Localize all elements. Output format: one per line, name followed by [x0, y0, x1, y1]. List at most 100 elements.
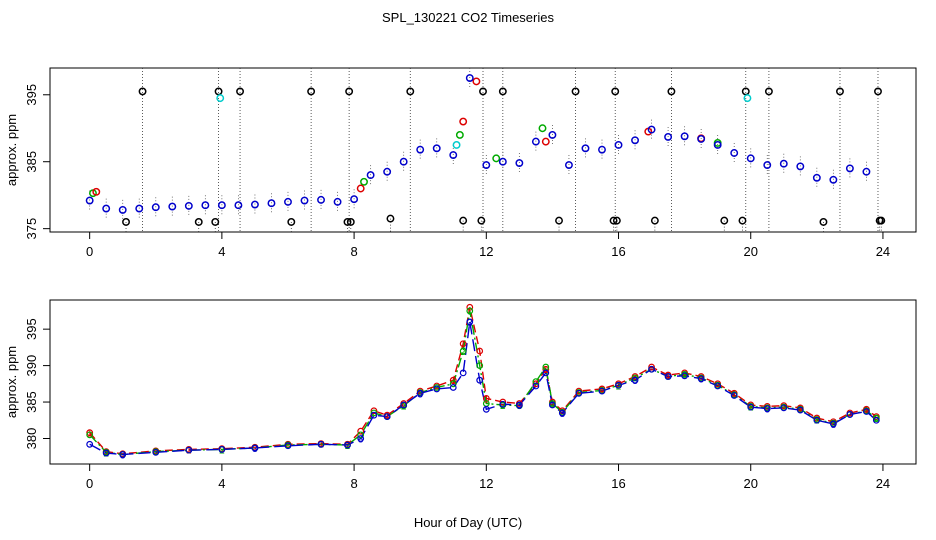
bottom-point-3: [218, 446, 226, 453]
top-y-tick-label: 395: [24, 84, 39, 106]
bottom-point-label: 3: [252, 444, 258, 455]
bottom-point-label: 1: [87, 429, 93, 440]
bottom-point-3: [747, 403, 755, 411]
top-point-blue: [366, 171, 375, 180]
bottom-point-label: 1: [599, 385, 605, 396]
top-point-blue: [300, 196, 309, 205]
top-point-cyan: [216, 94, 225, 103]
bottom-point-3: [102, 449, 110, 457]
bottom-point-3: [846, 411, 854, 418]
bottom-point-label: 2: [874, 414, 880, 425]
bottom-point-2: [872, 414, 880, 422]
bottom-point-label: 3: [831, 420, 837, 431]
top-point-black: [138, 87, 147, 96]
top-point-blue: [697, 135, 706, 143]
top-point-blue: [680, 132, 689, 141]
bottom-point-3: [763, 405, 771, 413]
top-point-blue: [284, 197, 292, 206]
top-point-blue: [432, 144, 441, 153]
top-point-red: [92, 187, 101, 196]
top-x-tick-label: 16: [611, 244, 625, 259]
bottom-point-3: [598, 387, 606, 395]
top-point-blue: [713, 141, 722, 149]
x-axis-label: Hour of Day (UTC): [414, 515, 522, 530]
bottom-point-3: [648, 365, 655, 373]
bottom-point-label: 3: [517, 401, 523, 412]
bottom-point-3: [714, 382, 722, 390]
top-point-black: [343, 218, 352, 226]
bottom-point-2: [466, 307, 474, 315]
top-point-black: [477, 216, 486, 225]
bottom-point-1: [466, 303, 474, 311]
top-point-red: [541, 137, 550, 146]
bottom-point-2: [476, 362, 484, 370]
bottom-x-tick-label: 8: [350, 476, 357, 491]
top-point-black: [836, 87, 844, 96]
bottom-y-tick-label: 390: [24, 355, 39, 377]
top-point-black: [386, 214, 395, 223]
top-point-black: [611, 87, 620, 96]
top-point-black: [498, 87, 507, 96]
bottom-point-label: 3: [560, 409, 566, 420]
bottom-series-line-3: [89, 321, 877, 456]
bottom-point-label: 3: [764, 405, 770, 416]
top-point-blue: [217, 201, 226, 210]
bottom-point-3: [466, 318, 474, 326]
top-point-blue: [812, 173, 821, 182]
bottom-point-3: [780, 404, 788, 412]
bottom-point-label: 1: [731, 389, 737, 400]
bottom-point-3: [433, 385, 441, 393]
bottom-point-3: [549, 401, 556, 409]
top-point-black: [346, 218, 355, 226]
top-point-black: [345, 87, 354, 96]
top-point-blue: [796, 162, 805, 171]
top-point-blue: [564, 161, 573, 170]
top-point-blue: [647, 125, 656, 134]
bottom-point-3: [86, 440, 94, 448]
bottom-point-label: 1: [318, 440, 324, 451]
top-point-black: [555, 216, 563, 225]
bottom-x-tick-label: 0: [86, 476, 93, 491]
bottom-point-label: 3: [467, 318, 473, 329]
bottom-point-3: [251, 444, 259, 452]
top-point-black: [406, 87, 415, 96]
top-point-blue: [763, 161, 772, 170]
bottom-x-axis: 0 4 8 12 16 20 24: [86, 464, 890, 491]
top-point-blue: [581, 144, 590, 153]
bottom-x-tick-label: 16: [611, 476, 625, 491]
bottom-point-label: 1: [484, 394, 490, 405]
bottom-point-3: [476, 376, 484, 384]
bottom-point-3: [542, 369, 550, 377]
top-panel: 0 4 8 12 16 20 24 375 385 395 approx. ppm: [4, 67, 917, 259]
bottom-point-3: [317, 440, 325, 448]
bottom-point-label: 3: [358, 434, 364, 445]
bottom-point-label: 2: [748, 402, 754, 413]
top-point-black: [819, 218, 828, 226]
top-point-blue: [168, 202, 177, 211]
bottom-point-label: 3: [632, 376, 638, 387]
bottom-y-tick-label: 385: [24, 391, 39, 413]
bottom-point-label: 1: [450, 376, 456, 387]
top-point-blue: [482, 161, 491, 170]
top-data-points: [85, 74, 886, 226]
top-x-tick-label: 12: [479, 244, 493, 259]
bottom-point-3: [796, 406, 804, 414]
bottom-point-1: [499, 398, 507, 406]
bottom-series-lines: [89, 307, 877, 456]
top-x-tick-label: 20: [743, 244, 757, 259]
bottom-point-label: 1: [384, 411, 390, 422]
top-point-black: [211, 218, 220, 226]
bottom-point-3: [697, 375, 705, 383]
bottom-y-axis-label: approx. ppm: [4, 346, 19, 418]
top-y-tick-label: 375: [24, 218, 39, 240]
top-point-blue: [515, 159, 524, 168]
bottom-point-label: 2: [460, 347, 466, 358]
bottom-point-2: [370, 409, 378, 417]
bottom-x-tick-label: 24: [876, 476, 890, 491]
bottom-point-1: [86, 429, 94, 437]
top-point-blue: [862, 167, 871, 176]
bottom-point-3: [615, 381, 622, 389]
top-point-black: [612, 216, 621, 225]
